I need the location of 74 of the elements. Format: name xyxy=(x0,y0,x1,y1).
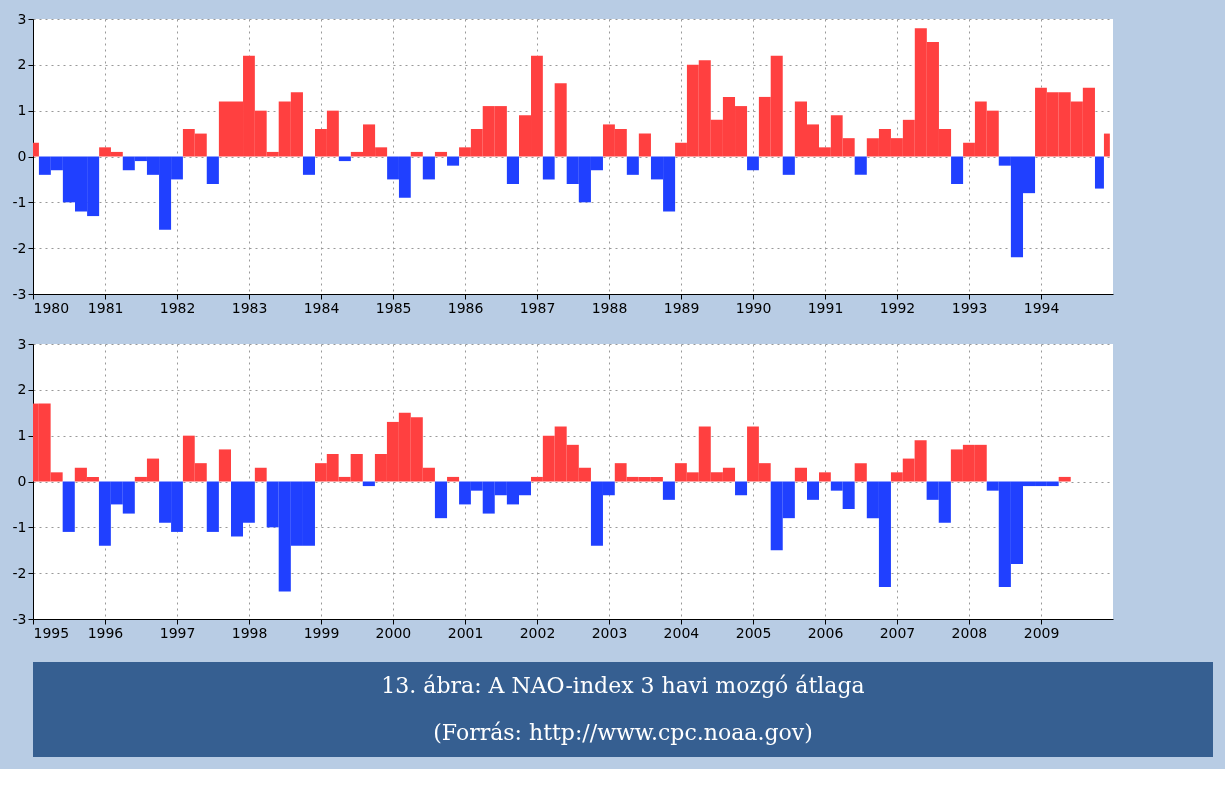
x-tick-label: 1982 xyxy=(159,299,196,316)
x-tick-label: 2005 xyxy=(735,624,772,641)
bar xyxy=(206,481,219,532)
bar xyxy=(854,463,867,482)
x-tick-label: 1995 xyxy=(33,624,70,641)
x-tick-label: 1993 xyxy=(951,299,988,316)
bar xyxy=(206,156,219,184)
bar xyxy=(626,156,639,175)
bar xyxy=(542,156,555,180)
y-tick-label: 0 xyxy=(17,148,27,164)
x-tick-label: 2009 xyxy=(1023,624,1060,641)
x-tick-label: 2004 xyxy=(663,624,700,641)
x-tick-label: 2002 xyxy=(519,624,556,641)
bar xyxy=(302,156,315,175)
y-tick-label: 3 xyxy=(17,10,27,27)
x-tick-label: 1988 xyxy=(591,299,628,316)
y-tick-label: 3 xyxy=(17,335,27,352)
x-tick-label: 1998 xyxy=(231,624,268,641)
x-tick-label: 1980 xyxy=(33,299,70,316)
x-tick-label: 1999 xyxy=(303,624,340,641)
bar xyxy=(662,481,675,500)
bar xyxy=(434,151,448,157)
bar xyxy=(447,476,460,482)
bar xyxy=(819,472,831,482)
x-tick-label: 2006 xyxy=(807,624,844,641)
y-tick-label: -1 xyxy=(12,518,27,535)
bar xyxy=(447,156,460,166)
x-tick-label: 1996 xyxy=(87,624,124,641)
text: 13. ábra: A NAO-index 3 havi mozgó átlaga xyxy=(381,672,865,698)
x-tick-label: 2007 xyxy=(879,624,916,641)
bar xyxy=(638,133,651,157)
bar xyxy=(806,481,819,500)
bar xyxy=(951,156,964,184)
bar xyxy=(854,156,867,175)
y-tick-label: 0 xyxy=(17,473,27,489)
bar xyxy=(62,481,75,532)
y-tick-label: 1 xyxy=(17,102,27,119)
x-tick-label: 1997 xyxy=(159,624,196,641)
x-tick-label: 1987 xyxy=(519,299,556,316)
y-tick-label: -2 xyxy=(12,239,27,256)
y-tick-label: 2 xyxy=(17,56,27,73)
x-tick-label: 1990 xyxy=(735,299,772,316)
x-tick-label: 1986 xyxy=(447,299,484,316)
x-tick-label: 2008 xyxy=(951,624,988,641)
x-tick-label: 1989 xyxy=(663,299,700,316)
bar xyxy=(506,156,519,184)
bar xyxy=(218,449,231,482)
text: (Forrás: http://www.cpc.noaa.gov) xyxy=(433,720,813,746)
x-tick-label: 1981 xyxy=(87,299,124,316)
bar xyxy=(554,83,567,157)
bar xyxy=(1058,476,1071,482)
x-tick-label: 1994 xyxy=(1023,299,1060,316)
y-tick-label: -3 xyxy=(12,610,27,627)
x-tick-label: 2001 xyxy=(447,624,484,641)
bar xyxy=(794,467,807,482)
y-tick-label: 1 xyxy=(17,427,27,444)
bar xyxy=(735,481,748,496)
y-tick-label: 2 xyxy=(17,381,27,398)
bar xyxy=(782,156,795,175)
x-tick-label: 1985 xyxy=(375,299,412,316)
bar xyxy=(747,156,759,171)
y-tick-label: -2 xyxy=(12,564,27,581)
x-tick-label: 1992 xyxy=(879,299,916,316)
y-tick-label: -3 xyxy=(12,285,27,302)
x-tick-label: 2000 xyxy=(375,624,412,641)
bar xyxy=(254,467,267,482)
x-tick-label: 1991 xyxy=(807,299,844,316)
x-tick-label: 2003 xyxy=(591,624,628,641)
bar xyxy=(410,151,423,157)
bar xyxy=(434,481,448,519)
bar xyxy=(422,156,435,180)
y-tick-label: -1 xyxy=(12,193,27,210)
x-tick-label: 1984 xyxy=(303,299,340,316)
x-tick-label: 1983 xyxy=(231,299,268,316)
